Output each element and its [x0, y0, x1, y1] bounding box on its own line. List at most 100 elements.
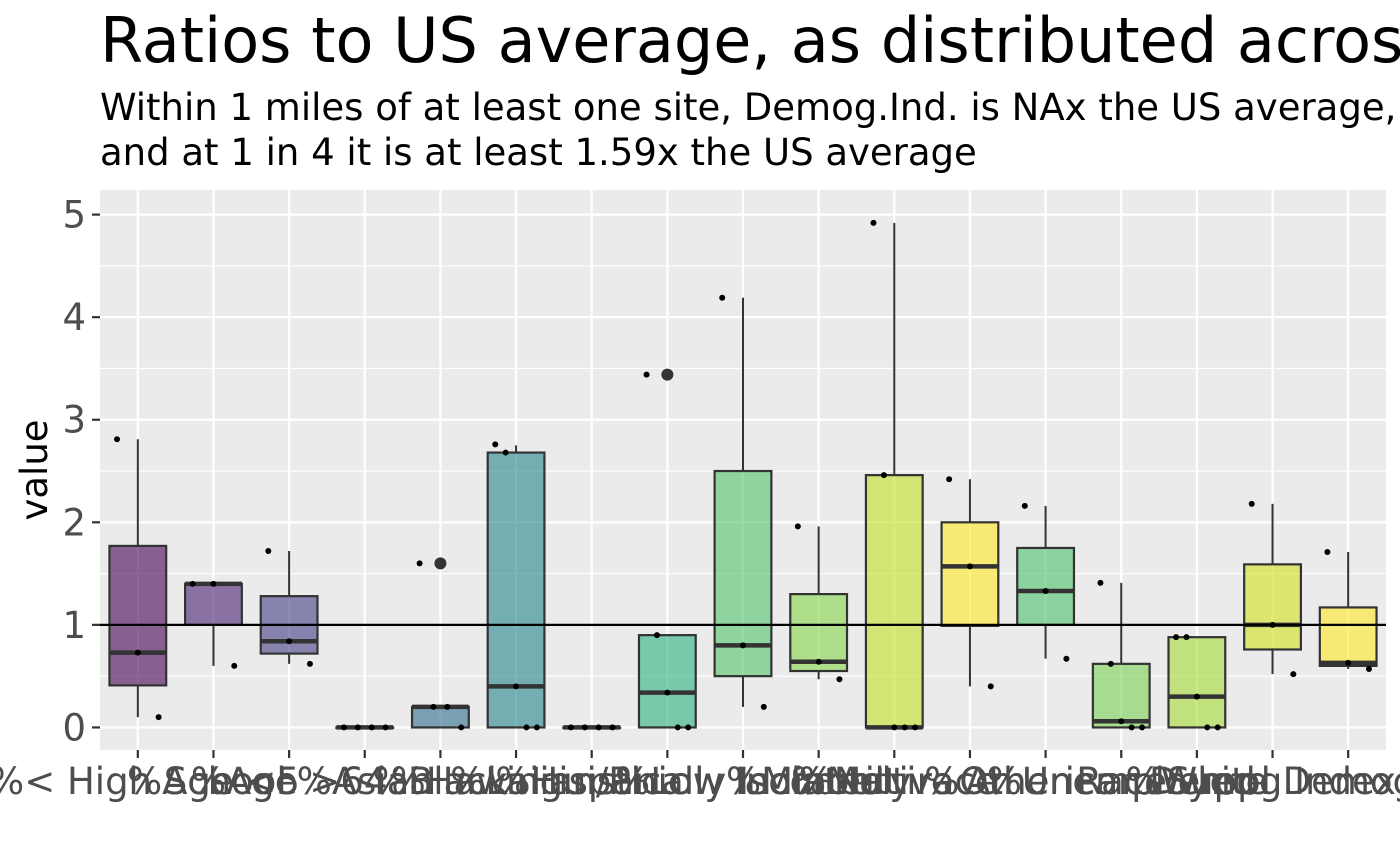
y-axis: 0 1 2 3 4 5: [62, 194, 100, 749]
box-iqr: [1318, 606, 1378, 667]
x-tick-label: Demog.Index: [1149, 760, 1396, 803]
data-point: [1128, 724, 1135, 731]
data-point: [306, 660, 313, 667]
data-point: [912, 724, 919, 731]
box-iqr: [637, 634, 697, 729]
data-point: [502, 449, 509, 456]
box-iqr: [713, 469, 773, 678]
box-iqr: [864, 474, 924, 729]
chart-title: Ratios to US average, as distributed acr…: [100, 4, 1400, 77]
data-point: [444, 703, 451, 710]
data-point: [523, 724, 530, 731]
x-tick-label: Suppl Demog Index: [1167, 760, 1400, 803]
box-12: [1016, 505, 1076, 659]
data-point: [155, 714, 162, 721]
data-point: [609, 724, 616, 731]
data-point: [416, 560, 423, 567]
data-point: [1107, 660, 1114, 667]
data-point: [1290, 671, 1297, 678]
x-tick-label: %< High School: [0, 760, 287, 803]
x-tick-label: %Asian: [297, 760, 433, 803]
data-point: [664, 689, 671, 696]
y-tick-label: 2: [62, 501, 86, 544]
data-point: [354, 724, 361, 731]
box-iqr: [108, 544, 168, 687]
box-iqr: [486, 451, 546, 729]
data-point: [1214, 724, 1221, 731]
box-15: [1243, 503, 1302, 675]
data-point: [1097, 579, 1104, 586]
data-point: [1248, 500, 1255, 507]
data-point: [815, 658, 822, 665]
data-point: [880, 472, 887, 479]
data-point: [210, 580, 217, 587]
box-iqr: [1091, 662, 1151, 729]
data-point: [966, 563, 973, 570]
box-10: [864, 222, 924, 730]
box-4: [410, 557, 470, 729]
data-point: [760, 703, 767, 710]
box-1: [184, 581, 243, 666]
y-tick-label: 3: [62, 399, 86, 442]
y-tick-label: 4: [62, 296, 86, 339]
x-tick-label: %Linguistically Isolated: [450, 760, 885, 803]
data-point: [134, 649, 141, 656]
outlier-point: [434, 557, 447, 570]
x-tick-label: %Low Income: [615, 760, 871, 803]
data-point: [1139, 724, 1146, 731]
data-point: [567, 724, 574, 731]
box-iqr: [789, 593, 849, 673]
data-point: [533, 724, 540, 731]
box-7: [637, 368, 697, 729]
x-tick-label: %Multirace: [791, 760, 998, 803]
box-5: [486, 445, 546, 729]
data-point: [1021, 502, 1028, 509]
box-iqr: [1167, 636, 1227, 729]
outlier-point: [661, 368, 674, 381]
data-point: [870, 219, 877, 226]
box-9: [789, 526, 849, 680]
data-point: [458, 724, 465, 731]
x-tick-label: %Age <5: [127, 760, 300, 803]
y-axis-label: value: [13, 419, 56, 520]
data-point: [492, 441, 499, 448]
box-iqr: [1016, 546, 1076, 626]
data-point: [643, 371, 650, 378]
data-point: [189, 580, 196, 587]
data-point: [1042, 588, 1049, 595]
data-point: [1173, 634, 1180, 641]
data-point: [513, 683, 520, 690]
y-tick-label: 1: [62, 604, 86, 647]
data-point: [581, 724, 588, 731]
data-point: [946, 476, 953, 483]
box-iqr: [1243, 563, 1302, 651]
data-point: [794, 523, 801, 530]
data-point: [1345, 659, 1352, 666]
box-iqr: [940, 521, 1000, 627]
data-point: [340, 724, 347, 731]
data-points: [114, 219, 1372, 731]
y-tick-label: 0: [62, 706, 86, 749]
box-iqr: [184, 582, 243, 626]
data-point: [430, 703, 437, 710]
data-point: [653, 632, 660, 639]
x-axis: %< High School%Age <5%Age >64%Asian%Blac…: [0, 750, 1400, 803]
data-point: [891, 724, 898, 731]
x-tick-label: %Native American: [799, 760, 1142, 803]
data-point: [685, 724, 692, 731]
x-tick-label: %Hawaiian/PI: [391, 760, 642, 803]
data-point: [901, 724, 908, 731]
data-point: [1365, 665, 1372, 672]
data-point: [1183, 634, 1190, 641]
data-point: [1193, 693, 1200, 700]
x-tick-label: %Unemployed: [987, 760, 1256, 803]
data-point: [740, 642, 746, 649]
data-point: [1324, 549, 1331, 556]
data-point: [1118, 718, 1125, 725]
data-point: [987, 683, 994, 690]
chart-subtitle-line-2: and at 1 in 4 it is at least 1.59x the U…: [100, 131, 977, 174]
x-tick-label: %Other Race: [924, 760, 1167, 803]
x-tick-label: %Black: [373, 760, 509, 803]
x-tick-label: %White: [1126, 760, 1269, 803]
